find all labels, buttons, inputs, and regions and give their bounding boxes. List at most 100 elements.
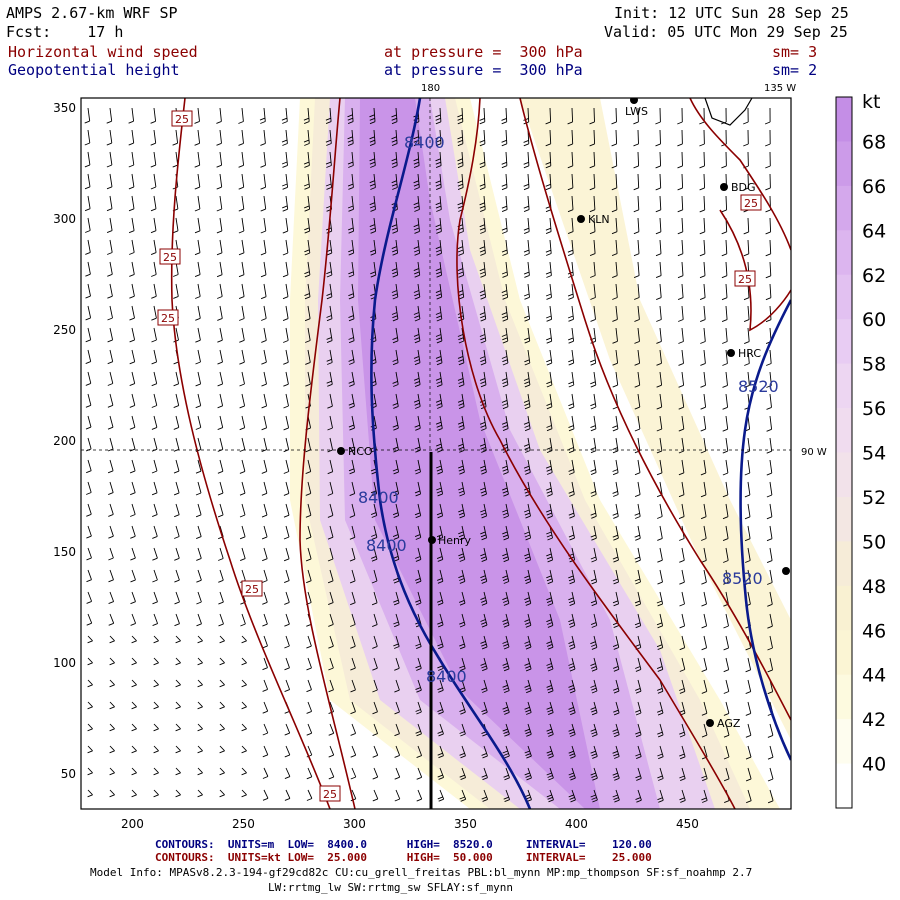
wind-barb	[370, 239, 377, 256]
wind-barb	[392, 525, 400, 540]
wind-barb	[545, 261, 552, 278]
station-bdg-dot[interactable]	[720, 183, 728, 191]
colorbar-label: 66	[862, 176, 886, 198]
wind-barb	[391, 261, 399, 278]
wind-barb	[633, 129, 639, 147]
wind-barb	[479, 305, 487, 322]
wind-barb	[347, 107, 354, 125]
wind-barb	[413, 283, 421, 300]
wind-barb	[457, 217, 464, 234]
wind-barb	[612, 481, 619, 497]
station-east-dot[interactable]	[782, 567, 790, 575]
wind-barb	[260, 217, 267, 234]
wind-barb	[723, 569, 729, 585]
wind-barb	[131, 745, 137, 754]
colorbar-swatch	[836, 541, 852, 587]
wind-barb	[372, 767, 379, 780]
colorbar: kt 68 66 64 62 60 58 56 54 52 50 48 46 44 42 40	[835, 91, 886, 809]
wind-barb	[611, 173, 618, 191]
wind-barb	[546, 701, 554, 716]
wind-barb	[723, 547, 729, 563]
station-nco-dot[interactable]	[337, 447, 345, 455]
wind-barb	[501, 393, 509, 410]
wind-barb	[107, 283, 113, 299]
wind-barb	[568, 679, 576, 694]
wind-barb	[744, 349, 750, 366]
station-kln-dot[interactable]	[577, 215, 585, 223]
wind-barb	[721, 261, 728, 279]
wind-barb	[612, 767, 620, 781]
wind-barb	[153, 657, 159, 666]
wind-barb	[415, 635, 422, 650]
wind-barb	[195, 349, 201, 365]
wind-contours	[170, 98, 791, 809]
wind-barb	[261, 371, 267, 387]
wind-barb	[678, 459, 685, 476]
wind-barb	[678, 305, 684, 322]
wind-barb	[107, 305, 113, 321]
wind-barb	[350, 657, 356, 671]
wind-barb	[107, 437, 114, 452]
wind-barb	[260, 261, 267, 278]
wind-barb	[130, 503, 136, 517]
wind-barb	[217, 305, 223, 321]
wind-barb	[523, 173, 530, 191]
wind-barb	[327, 459, 334, 475]
wind-barb	[480, 635, 488, 650]
wind-barb	[501, 107, 508, 125]
wind-barb	[85, 371, 92, 386]
wind-barb	[722, 437, 729, 454]
wind-barb	[767, 613, 773, 629]
wind-barb	[701, 525, 707, 541]
wind-barb	[479, 371, 487, 388]
contours2-units: UNITS=kt	[227, 851, 281, 864]
wind-barb	[765, 261, 772, 279]
wind-barb	[435, 327, 443, 344]
wind-barb	[699, 217, 706, 235]
wind-barb	[238, 151, 245, 168]
wind-barb	[457, 415, 465, 431]
wind-barb	[590, 547, 597, 563]
wind-barb	[175, 701, 181, 710]
wind-barb	[87, 723, 93, 732]
wind-barb	[304, 283, 311, 300]
wind-barb	[327, 393, 333, 409]
wind-barb	[394, 657, 400, 671]
wind-barb	[700, 415, 707, 432]
wind-barb	[679, 789, 686, 803]
field-wind-speed: Horizontal wind speed	[8, 43, 198, 61]
wind-barb	[635, 679, 642, 694]
wind-barb	[679, 591, 685, 607]
wind-barb	[129, 459, 136, 474]
wind-barb	[655, 151, 662, 169]
wind-barb	[413, 393, 421, 409]
wind-label-7: 25	[738, 273, 752, 286]
station-hrc-dot[interactable]	[727, 349, 735, 357]
valid-time: Valid: 05 UTC Mon 29 Sep 25	[604, 23, 848, 41]
wind-barb	[306, 657, 312, 671]
wind-barb	[151, 481, 158, 496]
height-contours	[370, 98, 791, 809]
wind-barb	[391, 217, 398, 234]
wind-barb	[391, 283, 399, 300]
wind-barb	[327, 437, 334, 453]
wind-barb	[546, 481, 553, 497]
wind-barb	[261, 349, 267, 365]
colorbar-swatch	[836, 408, 852, 453]
wind-barb	[743, 305, 750, 323]
wind-barb	[613, 679, 620, 694]
station-agz-dot[interactable]	[706, 719, 714, 727]
wind-barb	[325, 129, 332, 146]
wind-barb	[394, 701, 400, 715]
wind-barb	[284, 745, 291, 758]
wind-barb	[129, 261, 135, 277]
station-henry-dot[interactable]	[428, 536, 436, 544]
wind-barb	[501, 283, 509, 300]
wind-barb	[238, 129, 244, 146]
wind-barb	[260, 195, 267, 212]
wind-barb	[261, 525, 268, 540]
wind-barb	[84, 107, 91, 124]
station-lws-dot[interactable]	[630, 96, 638, 104]
wind-barb	[436, 459, 443, 475]
wind-barb	[458, 481, 465, 497]
